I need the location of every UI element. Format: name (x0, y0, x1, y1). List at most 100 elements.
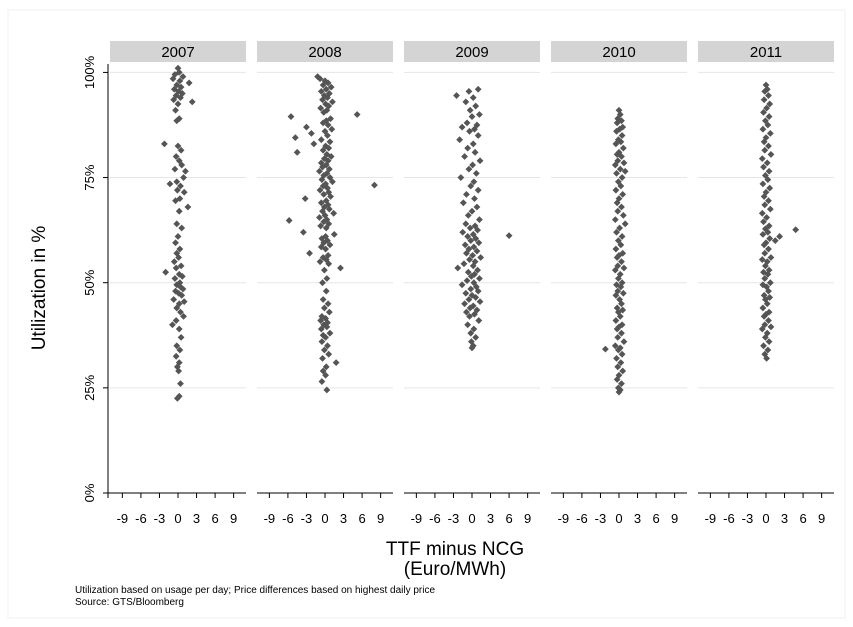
data-point (617, 182, 625, 190)
data-point (761, 275, 769, 282)
data-point (619, 123, 627, 131)
data-point (471, 125, 478, 133)
data-point (327, 153, 335, 160)
data-point (765, 113, 773, 120)
data-point (461, 153, 468, 160)
data-point (319, 163, 326, 171)
data-point (463, 249, 470, 257)
facet-strip-label: 2008 (308, 44, 341, 61)
data-point (325, 260, 333, 268)
data-point (611, 266, 619, 274)
data-point (764, 176, 772, 184)
data-point (180, 298, 188, 306)
x-tick-label: 6 (358, 511, 365, 526)
data-point (466, 256, 473, 263)
data-point (465, 165, 473, 173)
data-point (325, 205, 333, 213)
data-point (323, 386, 331, 394)
data-point (319, 119, 327, 127)
data-point (618, 258, 625, 266)
data-point (317, 325, 325, 333)
x-tick-label: -6 (429, 511, 441, 526)
data-point (330, 209, 338, 217)
y-axis-title: Utilization in % (29, 226, 50, 351)
data-point (325, 144, 333, 152)
data-point (177, 380, 184, 388)
data-point (759, 180, 767, 188)
data-point (620, 338, 628, 345)
data-point (319, 81, 327, 89)
data-point (761, 87, 769, 95)
data-point (472, 235, 480, 242)
data-point (472, 333, 480, 341)
data-point (464, 321, 472, 329)
data-point (619, 367, 627, 375)
data-point (613, 127, 620, 135)
data-point (763, 300, 771, 308)
data-point (474, 266, 481, 274)
data-point (618, 233, 626, 240)
data-point (759, 304, 767, 312)
data-point (318, 338, 326, 345)
data-point (766, 129, 774, 137)
data-point (319, 331, 327, 339)
data-point (468, 291, 476, 299)
data-point (459, 199, 467, 207)
data-point (612, 140, 620, 148)
data-point (616, 111, 624, 118)
data-point (476, 275, 483, 282)
facet-strip-label: 2011 (750, 44, 782, 61)
data-point (758, 155, 766, 163)
footnote: Utilization based on usage per day; Pric… (75, 585, 435, 596)
data-point (761, 146, 769, 154)
data-point (175, 367, 183, 375)
data-point (174, 142, 182, 150)
x-tick-label: -9 (264, 511, 276, 526)
data-point (173, 186, 181, 194)
data-point (320, 218, 328, 226)
data-point (470, 325, 478, 333)
data-point (766, 279, 774, 287)
data-point (759, 230, 767, 238)
data-point (174, 100, 182, 108)
data-point (172, 317, 180, 324)
data-point (303, 123, 310, 131)
data-point (767, 254, 775, 261)
data-point (324, 342, 331, 350)
data-point (467, 285, 475, 293)
data-point (614, 346, 622, 354)
facet-strip (698, 41, 834, 62)
data-point (172, 264, 180, 272)
data-point (764, 270, 772, 278)
data-point (173, 304, 181, 312)
data-point (172, 197, 179, 205)
data-point (611, 342, 619, 350)
data-point (170, 85, 178, 93)
data-point (325, 350, 333, 358)
data-point (761, 249, 769, 257)
data-point (178, 291, 186, 299)
x-tick-label: 3 (340, 511, 347, 526)
x-tick-label: 3 (193, 511, 200, 526)
data-point (466, 127, 473, 135)
data-point (320, 190, 328, 198)
x-axis-title-line2: (Euro/MWh) (404, 559, 506, 580)
data-point (285, 217, 293, 224)
data-point (318, 176, 326, 184)
data-point (184, 203, 192, 211)
data-point (172, 352, 180, 360)
data-point (758, 256, 766, 263)
data-point (185, 79, 193, 87)
data-point (456, 136, 464, 144)
data-point (301, 195, 309, 202)
data-point (766, 235, 774, 242)
data-point (320, 266, 328, 274)
data-point (329, 98, 336, 106)
data-point (764, 228, 772, 236)
data-point (182, 167, 189, 175)
data-point (176, 346, 184, 354)
data-point (616, 165, 624, 173)
plot-region (7, 9, 846, 619)
data-point (477, 254, 485, 261)
